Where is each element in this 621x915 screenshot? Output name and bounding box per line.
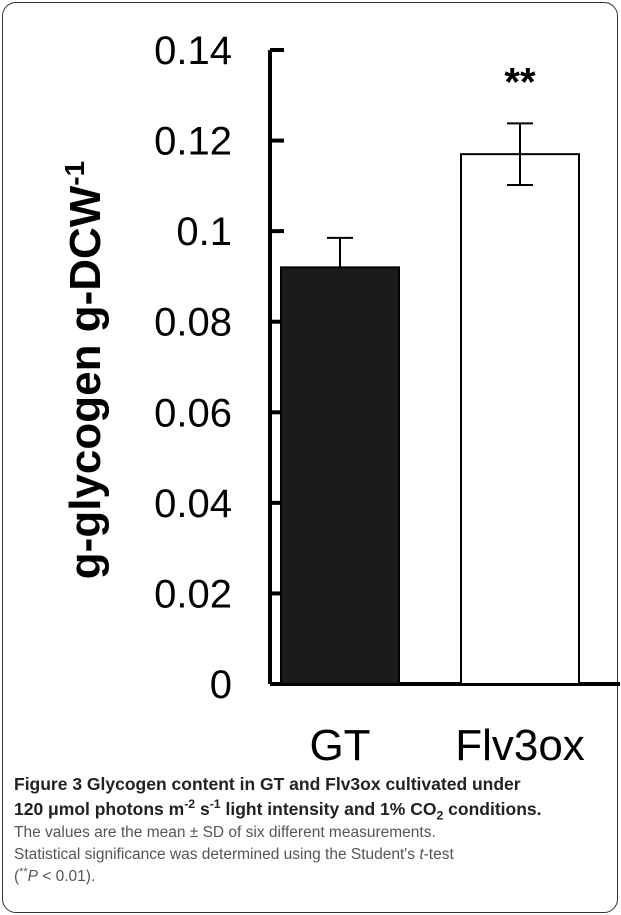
- significance-flv3ox: **: [504, 60, 536, 104]
- significance-labels: **: [504, 60, 536, 104]
- y-tick-label: 0.02: [154, 572, 232, 616]
- y-axis-label: g-glycogen g-DCW-1: [59, 161, 110, 579]
- y-tick-label: 0.04: [154, 482, 232, 526]
- y-axis-label-text: g-glycogen g-DCW: [61, 185, 110, 579]
- y-tick-label: 0.08: [154, 301, 232, 345]
- y-tick-label: 0: [210, 663, 232, 707]
- y-axis-label-superscript: -1: [59, 161, 90, 186]
- category-labels: GT Flv3ox: [309, 721, 584, 770]
- bar-chart: 0 0.02 0.04 0.06 0.08 0.1 0.12 0.14 GT Flv3ox **…: [59, 29, 620, 770]
- bars: [280, 153, 580, 685]
- error-bar-flv3ox: [507, 122, 533, 186]
- error-bars: [327, 122, 533, 268]
- y-tick-label: 0.1: [176, 210, 232, 254]
- y-tick-label: 0.12: [154, 120, 232, 164]
- y-tick-label: 0.06: [154, 391, 232, 435]
- y-ticks: 0 0.02 0.04 0.06 0.08 0.1 0.12 0.14: [154, 29, 284, 707]
- category-label-flv3ox: Flv3ox: [455, 721, 585, 770]
- category-label-gt: GT: [309, 721, 370, 770]
- error-bar-gt: [327, 236, 353, 268]
- bar-flv3ox: [460, 153, 580, 685]
- figure-caption: Figure 3 Glycogen content in GT and Flv3…: [14, 772, 614, 888]
- caption-title: Figure 3 Glycogen content in GT and Flv3…: [14, 774, 542, 823]
- bar-gt: [280, 266, 400, 685]
- y-tick-label: 0.14: [154, 29, 232, 73]
- caption-body: The values are the mean ± SD of six diff…: [14, 824, 454, 885]
